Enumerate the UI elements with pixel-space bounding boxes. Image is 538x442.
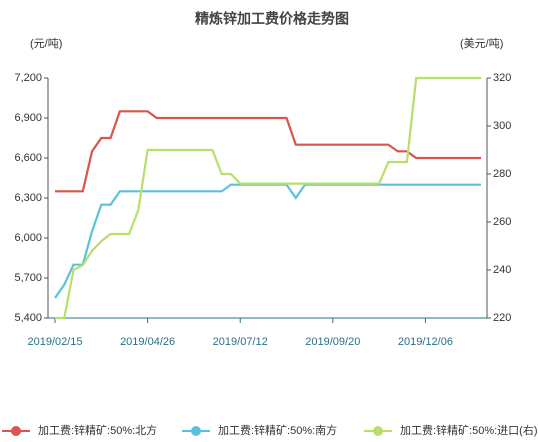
x-tick-label: 2019/07/12 xyxy=(213,336,268,348)
x-tick-label: 2019/02/15 xyxy=(27,336,82,348)
y-axis-label: (元/吨) xyxy=(30,37,62,50)
y2-tick-label: 280 xyxy=(493,168,511,180)
series-line xyxy=(55,76,481,320)
x-tick-label: 2019/12/06 xyxy=(398,336,453,348)
y-tick-label: 6,600 xyxy=(14,152,42,164)
legend-marker xyxy=(191,426,201,436)
x-tick-label: 2019/04/26 xyxy=(120,336,175,348)
series-line xyxy=(54,183,481,299)
legend-label: 加工费:锌精矿:50%:北方 xyxy=(38,423,157,437)
legend-marker xyxy=(11,426,21,436)
y-tick-label: 6,900 xyxy=(14,112,42,124)
y2-tick-label: 240 xyxy=(493,264,511,276)
chart-title: 精炼锌加工费价格走势图 xyxy=(195,11,349,27)
legend-label: 加工费:锌精矿:50%:南方 xyxy=(218,423,337,437)
y-tick-label: 6,000 xyxy=(14,232,42,244)
series-line xyxy=(55,110,481,193)
y-tick-label: 5,400 xyxy=(14,312,42,324)
y2-axis-label: (美元/吨) xyxy=(460,37,503,50)
y2-tick-label: 220 xyxy=(493,312,511,324)
y-tick-label: 7,200 xyxy=(14,72,42,84)
y2-tick-label: 320 xyxy=(493,72,511,84)
y-tick-label: 5,700 xyxy=(14,272,42,284)
legend-marker xyxy=(373,426,383,436)
x-tick-label: 2019/09/20 xyxy=(305,336,360,348)
y2-tick-label: 300 xyxy=(493,120,511,132)
y-tick-label: 6,300 xyxy=(14,192,42,204)
legend-label: 加工费:锌精矿:50%:进口(右) xyxy=(400,423,538,437)
y2-tick-label: 260 xyxy=(493,216,511,228)
